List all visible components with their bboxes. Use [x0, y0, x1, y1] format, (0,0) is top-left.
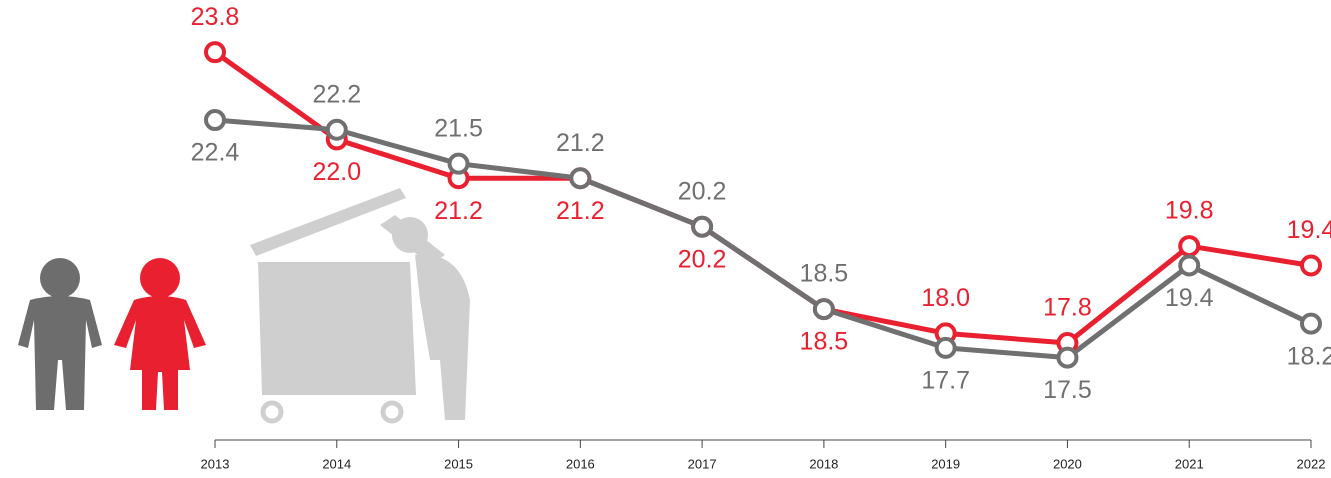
x-tick-label: 2013 [201, 456, 230, 471]
value-label: 19.4 [1165, 284, 1214, 312]
value-label: 20.2 [678, 177, 727, 205]
point [812, 298, 835, 321]
value-label: 17.7 [921, 367, 970, 395]
x-tick-label: 2020 [1053, 456, 1082, 471]
x-tick-label: 2019 [931, 456, 960, 471]
point [934, 336, 957, 359]
value-label: 18.5 [800, 260, 849, 288]
value-label: 19.4 [1287, 216, 1331, 244]
x-tick-label: 2021 [1175, 456, 1204, 471]
illustration [18, 188, 470, 424]
value-label: 22.2 [312, 80, 361, 108]
point [447, 152, 470, 175]
point [1300, 312, 1322, 335]
value-label: 17.5 [1043, 376, 1092, 404]
value-label: 19.8 [1165, 197, 1214, 225]
point [325, 118, 348, 141]
value-label: 21.2 [556, 129, 605, 157]
value-label: 21.2 [556, 197, 605, 225]
value-label: 17.8 [1043, 294, 1092, 322]
point [204, 41, 226, 64]
value-label: 21.2 [434, 197, 483, 225]
point [204, 109, 226, 132]
x-tick-label: 2015 [444, 456, 473, 471]
point [1300, 254, 1322, 277]
x-tick-label: 2017 [688, 456, 717, 471]
point [569, 167, 592, 190]
point [691, 215, 714, 238]
value-label: 22.0 [312, 158, 361, 186]
value-label: 21.5 [434, 114, 483, 142]
point [1178, 235, 1201, 258]
value-label: 23.8 [191, 3, 240, 31]
x-tick-label: 2018 [809, 456, 838, 471]
value-label: 18.0 [921, 284, 970, 312]
point [1056, 346, 1079, 369]
value-label: 20.2 [678, 245, 727, 273]
value-label: 18.2 [1287, 342, 1331, 370]
value-label: 18.5 [800, 328, 849, 356]
x-tick-label: 2016 [566, 456, 595, 471]
x-tick-label: 2014 [322, 456, 351, 471]
x-tick-label: 2022 [1297, 456, 1326, 471]
point [1178, 254, 1201, 277]
value-label: 22.4 [191, 139, 240, 167]
series-line [214, 117, 1313, 361]
